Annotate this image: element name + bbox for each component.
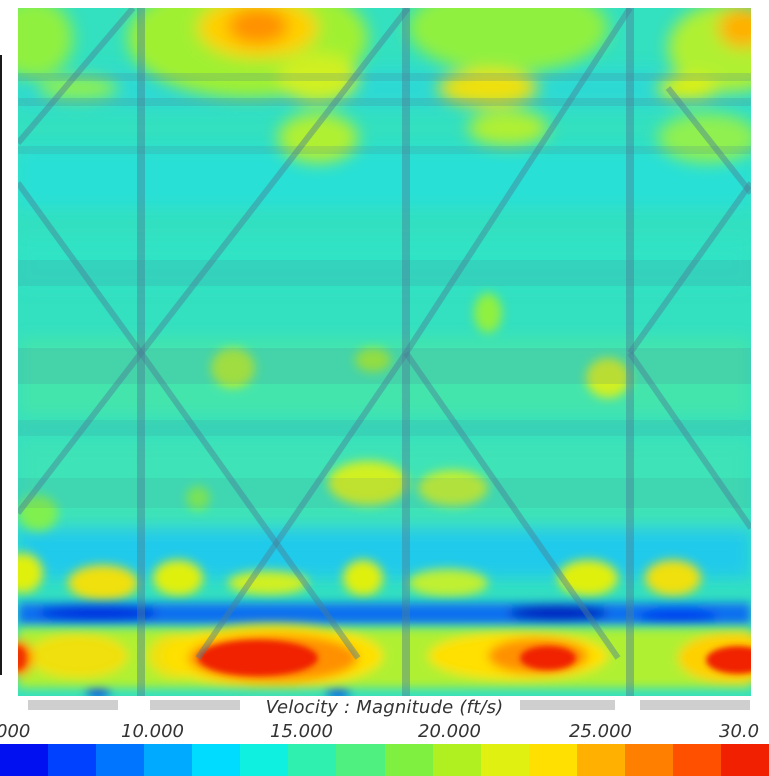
colorbar-segment bbox=[720, 744, 769, 776]
upper-hot-zones bbox=[18, 8, 751, 163]
colorbar-segment bbox=[576, 744, 625, 776]
contour-svg bbox=[18, 8, 751, 696]
colorbar-tick-label: 10.000 bbox=[121, 721, 184, 742]
colorbar-tick-marks bbox=[0, 700, 769, 714]
colorbar-segment bbox=[384, 744, 433, 776]
colorbar-segment bbox=[0, 744, 49, 776]
colorbar-tick-label: 25.000 bbox=[569, 721, 632, 742]
bottom-hot-band bbox=[18, 624, 751, 688]
viewport-frame-edge bbox=[0, 55, 2, 675]
colorbar-segment bbox=[192, 744, 241, 776]
structure-overlay bbox=[18, 8, 751, 696]
red-cores bbox=[18, 640, 751, 676]
middle-islands bbox=[18, 293, 630, 531]
colorbar-tick-label: 30.0 bbox=[719, 721, 760, 742]
colorbar-tick-label: 000 bbox=[0, 721, 31, 742]
colorbar-segment bbox=[480, 744, 529, 776]
colorbar-title: Velocity : Magnitude (ft/s) bbox=[265, 697, 504, 718]
colorbar bbox=[0, 744, 769, 776]
colorbar-tick-label: 15.000 bbox=[270, 721, 333, 742]
colorbar-segment bbox=[288, 744, 337, 776]
lower-blobs bbox=[18, 553, 701, 601]
colorbar-segment bbox=[96, 744, 145, 776]
colorbar-segment bbox=[528, 744, 577, 776]
colorbar-segment bbox=[48, 744, 97, 776]
colorbar-segment bbox=[432, 744, 481, 776]
blue-band bbox=[18, 603, 751, 696]
velocity-contour-plot[interactable] bbox=[18, 8, 751, 696]
colorbar-segment bbox=[240, 744, 289, 776]
colorbar-segment bbox=[624, 744, 673, 776]
colorbar-tick-label: 20.000 bbox=[418, 721, 481, 742]
colorbar-segment bbox=[672, 744, 721, 776]
colorbar-segment bbox=[336, 744, 385, 776]
colorbar-segment bbox=[144, 744, 193, 776]
